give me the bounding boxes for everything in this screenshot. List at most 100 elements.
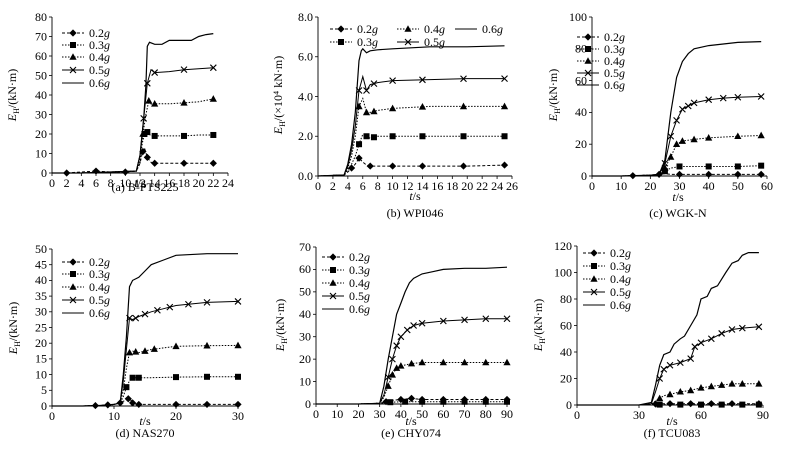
y-tick-label: 6.0 (298, 50, 313, 64)
x-tick-label: 10 (615, 179, 627, 193)
data-point-marker (661, 168, 668, 175)
data-point-marker (389, 104, 397, 112)
data-point-marker (135, 400, 143, 409)
x-tick-label: 50 (416, 407, 428, 421)
y-tick-label: 8.0 (298, 10, 313, 24)
x-tick-label: 2 (64, 176, 70, 190)
data-point-marker (728, 326, 736, 333)
data-point-marker (141, 347, 149, 354)
series-0-2g (317, 154, 509, 177)
y-tick-label: 5 (41, 383, 47, 397)
legend-label: 0.6g (604, 78, 625, 92)
legend-marker (69, 296, 77, 304)
x-axis-label: t/s (405, 414, 417, 428)
data-point-marker (718, 401, 725, 408)
y-tick-label: 40 (560, 345, 572, 359)
legend-entry: 0.6g (455, 22, 503, 36)
x-tick-label: 0 (49, 176, 55, 190)
legend-marker (590, 288, 598, 296)
x-tick-label: 26 (506, 179, 518, 193)
x-tick-label: 0 (313, 407, 319, 421)
series-0-4g (316, 358, 511, 405)
data-point-marker (734, 163, 741, 170)
data-point-marker (656, 394, 664, 402)
legend-marker (590, 249, 598, 257)
series-line (317, 74, 505, 177)
data-point-marker (418, 358, 426, 366)
y-tick-label: 100 (554, 265, 572, 279)
series-line (317, 157, 505, 177)
series-line (52, 131, 214, 174)
data-point-marker (180, 66, 188, 74)
data-point-marker (407, 394, 416, 402)
data-point-marker (125, 348, 134, 356)
legend-marker (329, 292, 337, 300)
data-point-marker (661, 164, 669, 171)
data-point-marker (389, 77, 397, 84)
series-0-6g (317, 45, 505, 177)
data-point-marker (482, 358, 490, 366)
legend-label: 0.4g (89, 280, 110, 294)
data-point-marker (707, 382, 715, 390)
data-point-marker (129, 374, 136, 381)
legend-entry: 0.2g (62, 26, 110, 40)
data-point-marker (150, 345, 158, 352)
data-point-marker (363, 133, 370, 140)
data-point-marker (418, 319, 426, 327)
data-point-marker (757, 131, 765, 139)
legend-marker (404, 38, 412, 46)
data-point-marker (672, 140, 681, 147)
data-point-marker (461, 316, 468, 324)
x-tick-label: 40 (703, 179, 715, 193)
data-point-marker (419, 133, 426, 140)
data-point-marker (757, 170, 765, 179)
y-tick-label: 40 (35, 88, 47, 102)
data-point-marker (705, 96, 713, 104)
legend-entry: 0.4g (583, 272, 631, 286)
legend-label: 0.4g (604, 54, 625, 68)
y-tick-label: 50 (35, 68, 47, 82)
y-tick-label: 20 (35, 336, 47, 350)
legend-label: 0.2g (89, 26, 110, 40)
legend-entry: 0.4g (577, 54, 625, 68)
legend-entry: 0.2g (62, 255, 110, 269)
x-axis-label: t/s (409, 189, 421, 203)
data-point-marker (135, 374, 142, 381)
data-point-marker (397, 333, 405, 341)
data-point-marker (154, 306, 161, 314)
data-point-marker (139, 130, 147, 137)
data-point-marker (145, 97, 153, 104)
legend-entry: 0.6g (322, 302, 370, 316)
series-0-4g (317, 97, 509, 177)
data-point-marker (503, 358, 511, 366)
x-tick-label: 10 (331, 407, 343, 421)
y-axis-label: EH/(×10⁴ kN·m) (271, 56, 287, 135)
y-tick-label: 2.0 (298, 129, 313, 143)
series-0-3g (52, 129, 217, 174)
y-tick-label: 0 (305, 397, 311, 411)
data-point-marker (209, 64, 217, 72)
data-point-marker (673, 116, 680, 124)
series-0-5g (52, 64, 217, 174)
x-tick-label: 0 (315, 179, 321, 193)
data-point-marker (757, 93, 765, 100)
data-point-marker (389, 355, 396, 363)
series-line (52, 146, 214, 174)
data-point-marker (738, 380, 746, 387)
series-0-4g (577, 380, 763, 406)
legend-label: 0.3g (357, 35, 378, 49)
data-point-marker (691, 343, 699, 351)
data-point-marker (687, 355, 695, 363)
x-tick-label: 0 (574, 408, 580, 422)
x-tick-label: 22 (207, 176, 219, 190)
data-point-marker (419, 398, 426, 405)
data-point-marker (676, 387, 684, 395)
legend-marker (591, 263, 597, 269)
series-0-3g (317, 133, 508, 177)
y-tick-label: 80 (35, 10, 47, 24)
data-point-marker (166, 303, 174, 311)
data-point-marker (666, 390, 674, 398)
legend-label: 0.3g (610, 259, 631, 273)
data-point-marker (501, 75, 508, 83)
